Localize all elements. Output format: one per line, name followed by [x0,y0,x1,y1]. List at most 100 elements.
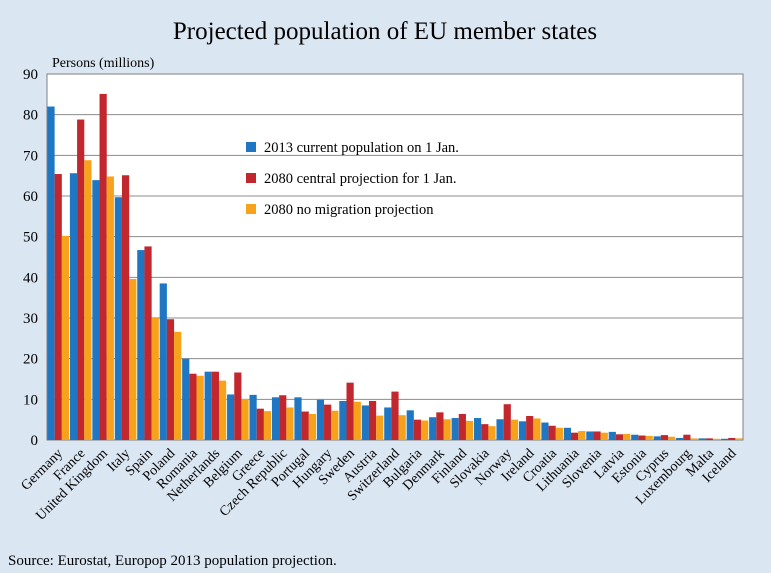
bar-latvia-s3 [623,433,631,440]
bar-romania-s1 [182,358,190,440]
bar-croatia-s2 [548,425,556,440]
chart-title: Projected population of EU member states [173,18,597,45]
bar-hungary-s3 [331,410,339,440]
bar-croatia-s3 [555,427,563,440]
bar-estonia-s2 [638,435,646,440]
bar-finland-s1 [451,418,459,440]
bar-romania-s2 [189,373,197,440]
bar-hungary-s2 [324,404,332,440]
bar-slovakia-s3 [488,426,496,440]
bar-spain-s2 [144,246,152,440]
bar-luxembourg-s2 [683,434,691,440]
bar-latvia-s1 [608,431,616,440]
y-axis-ticks: 0 10 20 30 40 50 60 70 80 90 [23,67,38,449]
bar-lithuania-s2 [571,432,579,440]
bar-hungary-s1 [316,399,325,440]
bar-slovakia-s1 [474,418,482,440]
bar-sweden-s2 [346,382,354,440]
bar-estonia-s3 [645,435,653,440]
bar-ireland-s2 [526,416,534,440]
bar-bulgaria-s1 [406,410,414,440]
bar-iceland-s1 [720,438,729,440]
bar-netherlands-s1 [204,371,212,440]
bar-italy-s2 [121,175,130,440]
bar-slovenia-s2 [593,431,601,440]
bar-lithuania-s3 [578,431,586,440]
y-tick-label: 60 [23,189,38,205]
bar-poland-s1 [159,283,167,440]
y-axis-label: Persons (millions) [52,56,155,71]
bar-sweden-s3 [353,401,361,440]
bar-croatia-s1 [541,422,549,440]
bar-poland-s2 [166,319,175,440]
bar-norway-s3 [510,419,519,440]
bar-romania-s3 [196,375,204,440]
bar-germany-s1 [47,106,55,441]
bar-portugal-s1 [294,397,302,440]
legend-label: 2080 no migration projection [264,202,434,218]
y-tick-label: 80 [23,108,38,124]
bar-belgium-s3 [241,398,249,440]
bar-malta-s2 [705,438,713,440]
bar-sweden-s1 [339,400,347,440]
bar-spain-s3 [151,317,159,440]
bar-switzerland-s2 [391,391,399,440]
bar-finland-s2 [458,413,466,440]
y-tick-label: 40 [23,270,38,286]
y-tick-label: 10 [23,392,38,408]
bar-united-kingdom-s3 [106,176,114,441]
bar-netherlands-s2 [211,371,219,440]
bar-latvia-s2 [615,434,624,440]
bar-slovenia-s1 [586,431,594,440]
legend-swatch [246,142,256,152]
bar-belgium-s2 [234,372,242,440]
bar-switzerland-s1 [384,407,392,440]
bar-bulgaria-s3 [421,420,429,440]
bar-iceland-s2 [728,437,736,440]
bar-iceland-s3 [735,438,743,440]
bar-austria-s2 [368,400,377,440]
bar-austria-s1 [361,405,369,440]
bar-germany-s2 [54,174,62,441]
legend-label: 2080 central projection for 1 Jan. [264,171,456,187]
bar-slovenia-s3 [600,432,608,440]
bar-netherlands-s3 [218,380,227,440]
bar-poland-s3 [174,331,182,440]
bar-germany-s3 [61,235,70,440]
bar-united-kingdom-s1 [92,180,100,440]
bar-ireland-s1 [518,421,527,440]
bar-luxembourg-s1 [676,437,684,440]
bar-lithuania-s1 [563,427,572,440]
bar-austria-s3 [376,415,384,440]
bar-portugal-s2 [301,411,309,440]
bar-cyprus-s1 [653,436,661,440]
bar-greece-s1 [249,394,257,440]
bars [47,93,743,441]
bar-malta-s1 [698,438,706,440]
legend-swatch [246,173,256,183]
bar-norway-s1 [496,419,504,440]
bar-cyprus-s3 [668,436,676,440]
bar-denmark-s1 [429,417,437,440]
bar-norway-s2 [503,404,511,440]
bar-france-s1 [69,173,78,440]
bar-malta-s3 [712,438,721,440]
y-tick-label: 30 [23,311,38,327]
bar-cyprus-s2 [660,435,669,440]
bar-ireland-s3 [533,418,541,440]
bar-united-kingdom-s2 [99,93,107,440]
y-tick-label: 90 [23,67,38,83]
bar-estonia-s1 [631,434,639,440]
bar-portugal-s3 [308,413,316,440]
bar-czech-republic-s2 [279,395,287,440]
y-tick-label: 50 [23,230,38,246]
bar-italy-s1 [114,197,122,440]
bar-italy-s3 [129,278,137,440]
bar-denmark-s3 [443,419,451,440]
y-tick-label: 20 [23,352,38,368]
bar-luxembourg-s3 [690,438,698,440]
bar-switzerland-s3 [398,415,406,440]
bar-france-s2 [77,119,85,441]
y-tick-label: 70 [23,148,38,164]
